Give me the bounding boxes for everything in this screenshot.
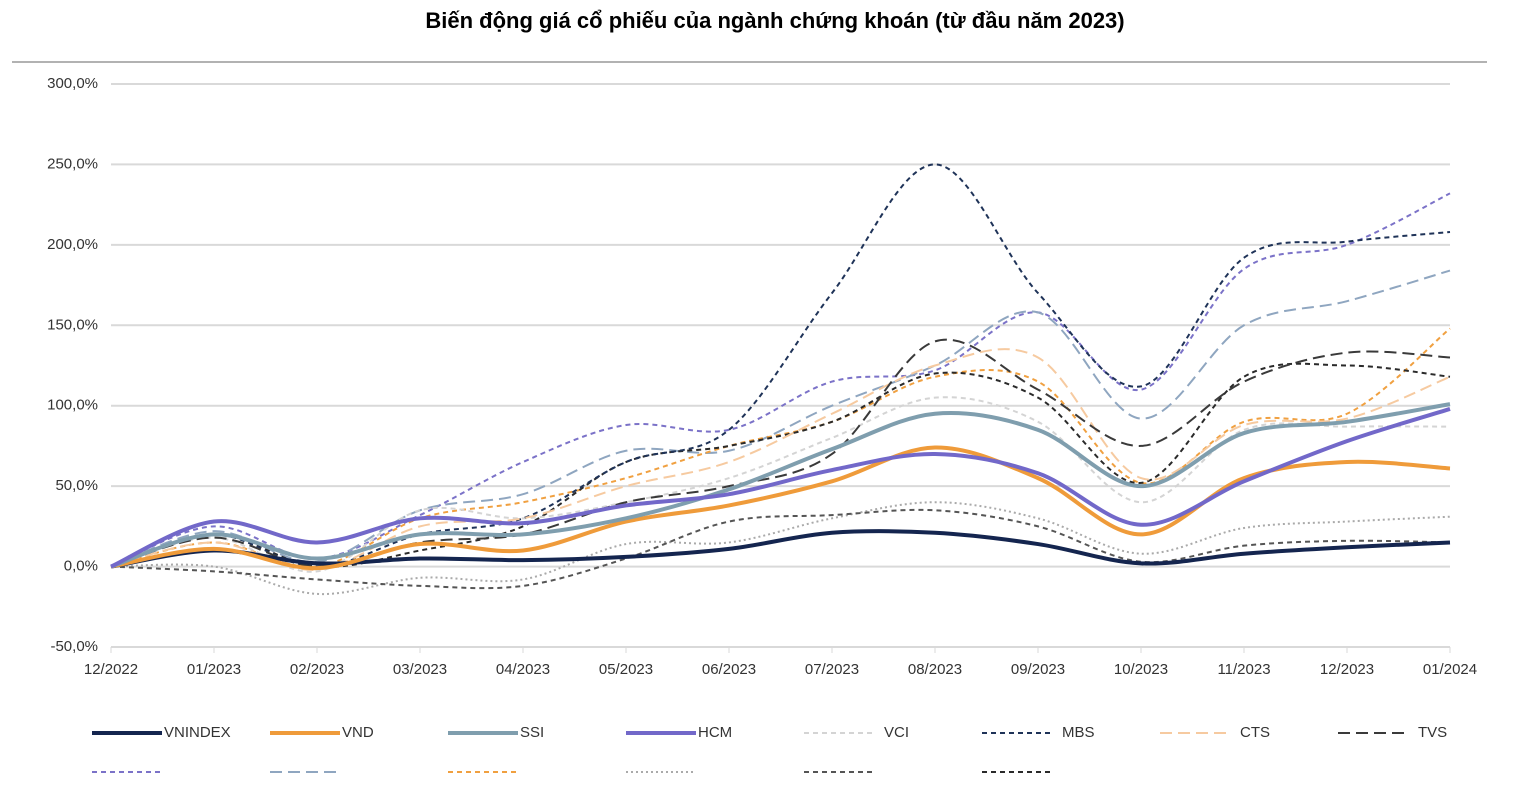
series-line bbox=[110, 327, 1451, 568]
x-tick-label: 12/2023 bbox=[1320, 661, 1374, 678]
series-line bbox=[110, 407, 1451, 569]
series-line bbox=[110, 445, 1451, 571]
series-line bbox=[110, 529, 1451, 569]
chart-title: Biến động giá cổ phiếu của ngành chứng k… bbox=[425, 8, 1124, 33]
legend-label: TVS bbox=[1418, 724, 1447, 741]
legend-label: VND bbox=[342, 724, 374, 741]
y-tick-label: 0,0% bbox=[64, 558, 98, 575]
series-line bbox=[110, 362, 1451, 568]
x-tick-label: 08/2023 bbox=[908, 661, 962, 678]
legend-label: VNINDEX bbox=[164, 724, 231, 741]
series-line bbox=[110, 348, 1451, 571]
series-line bbox=[110, 338, 1451, 568]
legend-label: SSI bbox=[520, 724, 544, 741]
legend-label: HCM bbox=[698, 724, 732, 741]
series-line bbox=[110, 508, 1451, 590]
x-tick-label: 11/2023 bbox=[1217, 661, 1270, 678]
x-tick-label: 09/2023 bbox=[1011, 661, 1065, 678]
x-tick-label: 12/2022 bbox=[84, 661, 138, 678]
y-tick-label: -50,0% bbox=[50, 638, 98, 655]
x-tick-label: 10/2023 bbox=[1114, 661, 1168, 678]
x-tick-label: 06/2023 bbox=[702, 661, 756, 678]
x-tick-label: 01/2023 bbox=[187, 661, 241, 678]
series-line bbox=[110, 501, 1451, 596]
x-tick-label: 07/2023 bbox=[805, 661, 859, 678]
x-tick-label: 02/2023 bbox=[290, 661, 344, 678]
legend-label: CTS bbox=[1240, 724, 1270, 741]
x-tick-label: 01/2024 bbox=[1423, 661, 1477, 678]
y-tick-label: 50,0% bbox=[55, 477, 98, 494]
y-tick-label: 100,0% bbox=[47, 397, 98, 414]
y-tick-label: 150,0% bbox=[47, 316, 98, 333]
x-tick-label: 03/2023 bbox=[393, 661, 447, 678]
x-tick-label: 05/2023 bbox=[599, 661, 653, 678]
legend-label: MBS bbox=[1062, 724, 1095, 741]
y-tick-label: 300,0% bbox=[47, 75, 98, 92]
x-tick-label: 04/2023 bbox=[496, 661, 550, 678]
series-line bbox=[110, 163, 1451, 568]
series-line bbox=[110, 402, 1451, 569]
series-line bbox=[110, 269, 1451, 568]
y-tick-label: 200,0% bbox=[47, 236, 98, 253]
series-line bbox=[110, 192, 1451, 568]
legend-label: VCI bbox=[884, 724, 909, 741]
y-tick-label: 250,0% bbox=[47, 155, 98, 172]
